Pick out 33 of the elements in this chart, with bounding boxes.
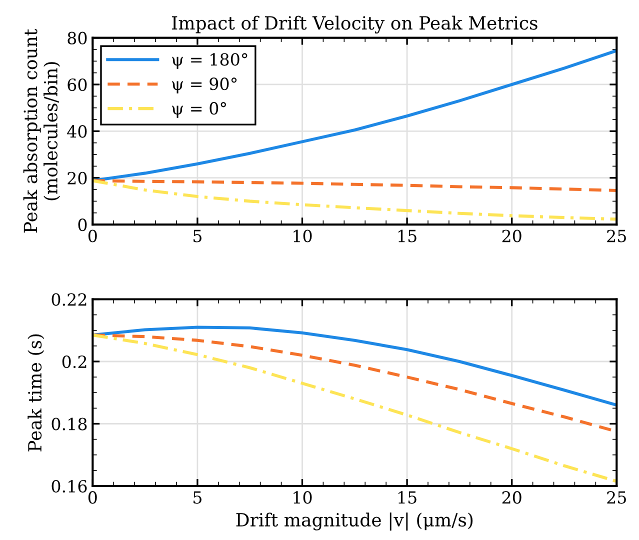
y-tick-label: 40 bbox=[67, 125, 87, 138]
x-tick-label: 5 bbox=[194, 491, 202, 504]
x-tick-label: 20 bbox=[502, 491, 522, 504]
y-tick-label: 20 bbox=[68, 172, 87, 184]
x-axis-title: Drift magnitude |v| (μm/s) bbox=[236, 512, 473, 531]
x-tick-label: 25 bbox=[607, 230, 626, 242]
x-tick-label: 15 bbox=[398, 491, 416, 504]
line-series bbox=[92, 49, 617, 182]
line-series bbox=[92, 326, 617, 407]
y-tick-label: 80 bbox=[68, 32, 87, 44]
y-tick-label: 0.16 bbox=[52, 480, 87, 493]
x-tick-label: 10 bbox=[294, 230, 312, 242]
x-tick-label: 10 bbox=[294, 491, 312, 504]
y-tick-label: 0 bbox=[78, 218, 87, 232]
legend-label: ψ = 0° bbox=[172, 102, 226, 118]
y-tick-label: 0.18 bbox=[52, 418, 87, 430]
x-tick-label: 15 bbox=[398, 230, 416, 242]
x-tick-label: 25 bbox=[607, 491, 626, 504]
line-series bbox=[92, 179, 617, 221]
y-tick-label: 0.22 bbox=[52, 293, 86, 306]
y-tick-label: 0.2 bbox=[62, 355, 86, 368]
chart-title: Impact of Drift Velocity on Peak Metrics bbox=[172, 16, 538, 34]
y-tick-label: 60 bbox=[68, 78, 87, 92]
y-axis-title: Peak time (s) bbox=[28, 334, 44, 452]
legend-label: ψ = 90° bbox=[172, 78, 237, 94]
x-tick-label: 0 bbox=[88, 230, 97, 242]
x-tick-label: 0 bbox=[88, 491, 97, 504]
x-tick-label: 5 bbox=[194, 230, 202, 242]
legend-label: ψ = 180° bbox=[172, 53, 248, 69]
line-series bbox=[92, 179, 617, 192]
line-series bbox=[92, 334, 617, 483]
x-tick-label: 20 bbox=[502, 230, 522, 242]
y-axis-title: Peak absorption count (molecules/bin) bbox=[23, 28, 60, 233]
